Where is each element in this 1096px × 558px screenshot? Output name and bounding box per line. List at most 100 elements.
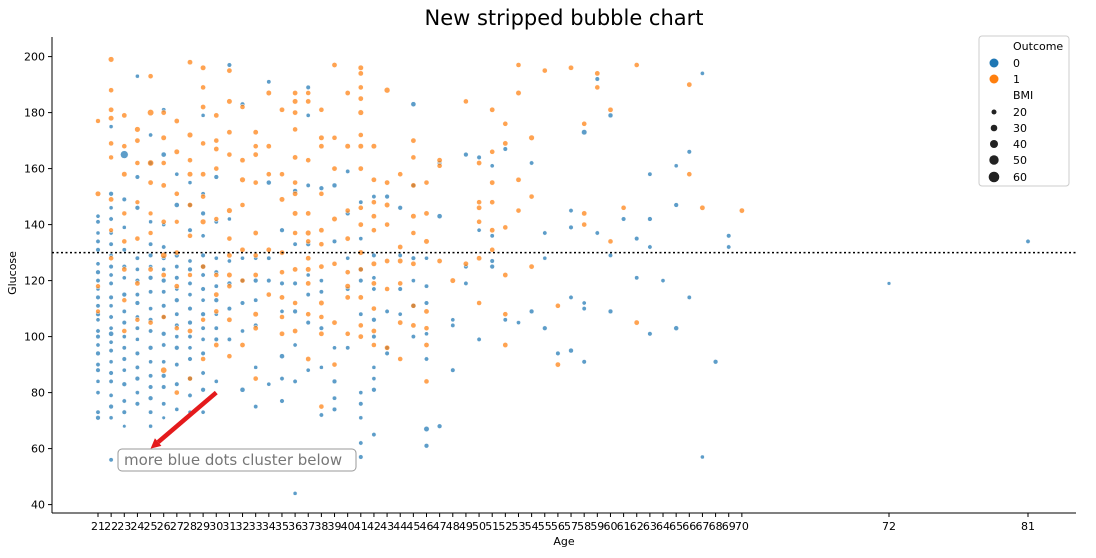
point-outcome-1-70 <box>200 84 206 91</box>
point-outcome-1-124 <box>292 266 298 273</box>
point-outcome-1-156 <box>331 361 338 368</box>
point-outcome-0-115 <box>174 407 180 412</box>
point-outcome-1-239 <box>489 179 496 186</box>
point-outcome-1-108 <box>252 129 259 136</box>
point-outcome-1-69 <box>200 104 206 110</box>
point-outcome-1-196 <box>384 344 390 351</box>
legend-marker-1 <box>989 74 999 84</box>
point-outcome-1-159 <box>331 216 338 222</box>
point-outcome-0-278 <box>463 280 469 286</box>
point-outcome-0-2 <box>95 390 101 395</box>
point-outcome-1-125 <box>292 230 298 236</box>
point-outcome-1-268 <box>633 62 640 68</box>
point-outcome-0-173 <box>227 258 232 264</box>
point-outcome-1-63 <box>200 317 206 323</box>
point-outcome-1-256 <box>555 361 561 368</box>
point-outcome-0-26 <box>108 393 114 398</box>
point-outcome-0-275 <box>450 367 456 373</box>
point-outcome-1-132 <box>292 98 299 105</box>
point-outcome-1-87 <box>226 207 233 214</box>
point-outcome-1-148 <box>318 300 325 306</box>
point-outcome-0-83 <box>148 384 154 390</box>
point-outcome-1-185 <box>357 64 364 71</box>
point-outcome-1-100 <box>252 325 259 332</box>
point-outcome-0-224 <box>331 238 338 244</box>
point-outcome-0-216 <box>318 325 324 331</box>
point-outcome-0-48 <box>121 409 127 415</box>
point-outcome-1-92 <box>239 342 246 348</box>
point-outcome-0-10 <box>95 317 101 323</box>
point-outcome-1-78 <box>213 146 220 152</box>
point-outcome-0-51 <box>121 367 127 373</box>
point-outcome-1-188 <box>371 305 377 312</box>
point-outcome-1-26 <box>134 137 141 144</box>
point-outcome-0-9 <box>95 328 101 334</box>
point-outcome-0-107 <box>161 289 167 295</box>
point-outcome-1-250 <box>515 90 522 96</box>
point-outcome-0-64 <box>134 401 140 407</box>
point-outcome-0-121 <box>174 311 180 317</box>
point-outcome-1-247 <box>502 121 509 127</box>
point-outcome-1-34 <box>147 109 155 117</box>
point-outcome-1-248 <box>515 207 522 214</box>
point-outcome-1-158 <box>331 261 338 267</box>
point-outcome-0-4 <box>95 367 101 373</box>
point-outcome-0-86 <box>147 345 154 351</box>
point-outcome-0-169 <box>213 174 219 180</box>
point-outcome-1-136 <box>305 280 312 287</box>
point-outcome-1-231 <box>476 255 482 262</box>
point-outcome-1-227 <box>449 277 456 284</box>
point-outcome-0-100 <box>161 384 167 390</box>
point-outcome-1-223 <box>423 179 430 186</box>
point-outcome-0-36 <box>108 294 114 300</box>
point-outcome-1-198 <box>384 258 390 264</box>
point-outcome-0-0 <box>95 415 101 421</box>
point-outcome-0-188 <box>266 381 272 387</box>
point-outcome-0-68 <box>134 350 140 356</box>
point-outcome-0-133 <box>187 345 193 351</box>
point-outcome-0-75 <box>135 267 140 272</box>
point-outcome-1-270 <box>686 81 693 88</box>
point-outcome-0-178 <box>239 300 246 306</box>
point-outcome-0-197 <box>279 280 285 286</box>
x-tick-label-57: 57 <box>564 520 578 533</box>
x-tick-label-65: 65 <box>669 520 683 533</box>
point-outcome-1-71 <box>200 64 207 71</box>
x-tick-label-21: 21 <box>91 520 105 533</box>
legend-size-label-40: 40 <box>1013 138 1027 151</box>
point-outcome-1-127 <box>292 190 298 197</box>
point-outcome-1-241 <box>489 106 496 113</box>
x-axis-label: Age <box>553 535 575 548</box>
point-outcome-0-218 <box>319 278 324 283</box>
point-outcome-1-189 <box>371 280 377 287</box>
point-outcome-0-151 <box>200 297 206 303</box>
point-outcome-1-154 <box>318 134 325 141</box>
point-outcome-1-21 <box>134 317 141 323</box>
point-outcome-0-319 <box>673 202 679 208</box>
point-outcome-1-2 <box>95 190 101 197</box>
point-outcome-1-3 <box>95 118 101 124</box>
point-outcome-0-77 <box>134 205 141 211</box>
point-outcome-1-242 <box>502 342 509 348</box>
point-outcome-1-121 <box>279 106 285 113</box>
point-outcome-0-73 <box>134 292 140 298</box>
x-tick-label-42: 42 <box>367 520 381 533</box>
point-outcome-1-225 <box>436 163 443 169</box>
point-outcome-1-141 <box>305 210 312 217</box>
point-outcome-0-288 <box>502 317 508 323</box>
legend-size-marker-50 <box>989 155 999 165</box>
point-outcome-0-78 <box>134 174 140 180</box>
point-outcome-1-74 <box>213 291 220 298</box>
point-outcome-0-54 <box>121 334 127 339</box>
point-outcome-1-109 <box>266 291 272 298</box>
point-outcome-0-38 <box>108 272 114 278</box>
point-outcome-0-130 <box>187 392 193 398</box>
point-outcome-0-106 <box>161 303 167 309</box>
annotation-arrowhead <box>150 438 162 449</box>
x-tick-label-62: 62 <box>630 520 644 533</box>
point-outcome-1-138 <box>305 255 312 262</box>
point-outcome-1-88 <box>226 151 233 158</box>
point-outcome-0-317 <box>660 278 666 283</box>
x-tick-label-46: 46 <box>420 520 434 533</box>
point-outcome-0-25 <box>108 403 114 410</box>
